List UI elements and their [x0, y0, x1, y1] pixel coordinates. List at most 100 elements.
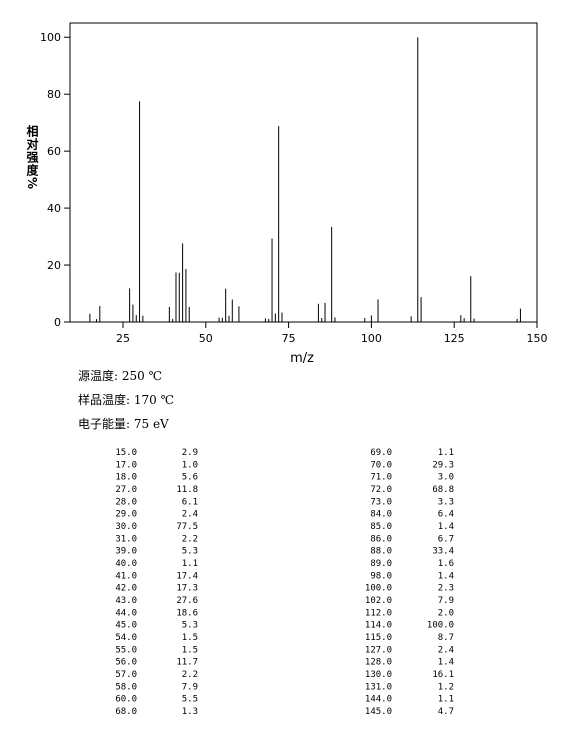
intensity-cell: 5.6	[182, 473, 198, 483]
x-tick-label: 25	[116, 332, 130, 345]
mz-cell: 39.0	[115, 547, 137, 557]
mz-cell: 127.0	[365, 645, 392, 655]
mz-cell: 84.0	[370, 510, 392, 520]
mz-cell: 43.0	[115, 596, 137, 606]
y-tick-label: 80	[47, 88, 61, 101]
mz-cell: 115.0	[365, 633, 392, 643]
mz-cell: 89.0	[370, 559, 392, 569]
mz-cell: 41.0	[115, 571, 137, 581]
intensity-cell: 5.5	[182, 695, 198, 705]
y-tick-label: 60	[47, 145, 61, 158]
mz-cell: 128.0	[365, 658, 392, 668]
intensity-cell: 5.3	[182, 621, 198, 631]
mz-cell: 17.0	[115, 460, 137, 470]
intensity-cell: 17.3	[176, 584, 198, 594]
mz-cell: 71.0	[370, 473, 392, 483]
condition: 样品温度: 170 ℃	[78, 392, 174, 407]
mz-cell: 85.0	[370, 522, 392, 532]
condition: 源温度: 250 ℃	[78, 368, 162, 383]
y-tick-label: 40	[47, 202, 61, 215]
intensity-cell: 2.0	[438, 608, 454, 618]
mz-cell: 60.0	[115, 695, 137, 705]
mz-cell: 70.0	[370, 460, 392, 470]
mz-cell: 54.0	[115, 633, 137, 643]
mz-cell: 57.0	[115, 670, 137, 680]
intensity-cell: 33.4	[432, 547, 454, 557]
x-tick-label: 50	[199, 332, 213, 345]
intensity-cell: 1.1	[182, 559, 198, 569]
x-tick-label: 150	[527, 332, 548, 345]
intensity-cell: 29.3	[432, 460, 454, 470]
mz-cell: 145.0	[365, 707, 392, 717]
intensity-cell: 7.9	[182, 682, 198, 692]
mz-cell: 15.0	[115, 448, 137, 458]
intensity-cell: 1.4	[438, 571, 454, 581]
intensity-cell: 2.2	[182, 670, 198, 680]
intensity-cell: 3.3	[438, 497, 454, 507]
intensity-cell: 18.6	[176, 608, 198, 618]
intensity-cell: 2.4	[182, 510, 198, 520]
y-tick-label: 100	[40, 31, 61, 44]
intensity-cell: 27.6	[176, 596, 198, 606]
intensity-cell: 2.3	[438, 584, 454, 594]
intensity-cell: 6.7	[438, 534, 454, 544]
mz-cell: 72.0	[370, 485, 392, 495]
intensity-cell: 11.8	[176, 485, 198, 495]
mz-cell: 29.0	[115, 510, 137, 520]
mz-cell: 55.0	[115, 645, 137, 655]
intensity-cell: 1.5	[182, 645, 198, 655]
mz-cell: 31.0	[115, 534, 137, 544]
intensity-cell: 68.8	[432, 485, 454, 495]
mz-cell: 69.0	[370, 448, 392, 458]
mz-cell: 28.0	[115, 497, 137, 507]
intensity-cell: 1.4	[438, 522, 454, 532]
mz-cell: 114.0	[365, 621, 392, 631]
x-tick-label: 75	[282, 332, 296, 345]
intensity-cell: 1.5	[182, 633, 198, 643]
mz-cell: 42.0	[115, 584, 137, 594]
intensity-cell: 1.4	[438, 658, 454, 668]
condition: 电子能量: 75 eV	[78, 417, 169, 431]
intensity-cell: 5.3	[182, 547, 198, 557]
mz-cell: 131.0	[365, 682, 392, 692]
x-axis-label: m/z	[290, 351, 314, 366]
intensity-cell: 6.1	[182, 497, 198, 507]
x-tick-label: 125	[444, 332, 465, 345]
intensity-cell: 17.4	[176, 571, 198, 581]
mz-cell: 86.0	[370, 534, 392, 544]
mz-cell: 44.0	[115, 608, 137, 618]
x-tick-label: 100	[361, 332, 382, 345]
intensity-cell: 3.0	[438, 473, 454, 483]
mz-cell: 130.0	[365, 670, 392, 680]
intensity-cell: 8.7	[438, 633, 454, 643]
mz-cell: 102.0	[365, 596, 392, 606]
intensity-cell: 2.9	[182, 448, 198, 458]
intensity-cell: 7.9	[438, 596, 454, 606]
plot-frame	[69, 22, 538, 323]
intensity-cell: 1.1	[438, 448, 454, 458]
mz-cell: 56.0	[115, 658, 137, 668]
mz-cell: 73.0	[370, 497, 392, 507]
mz-cell: 98.0	[370, 571, 392, 581]
intensity-cell: 2.4	[438, 645, 454, 655]
intensity-cell: 1.6	[438, 559, 454, 569]
mz-cell: 30.0	[115, 522, 137, 532]
mz-cell: 112.0	[365, 608, 392, 618]
mz-cell: 100.0	[365, 584, 392, 594]
intensity-cell: 1.1	[438, 695, 454, 705]
mz-cell: 144.0	[365, 695, 392, 705]
intensity-cell: 4.7	[438, 707, 454, 717]
intensity-cell: 6.4	[438, 510, 454, 520]
mz-cell: 18.0	[115, 473, 137, 483]
mz-cell: 58.0	[115, 682, 137, 692]
intensity-cell: 1.2	[438, 682, 454, 692]
intensity-cell: 1.0	[182, 460, 198, 470]
intensity-cell: 100.0	[427, 621, 454, 631]
intensity-cell: 1.3	[182, 707, 198, 717]
intensity-cell: 11.7	[176, 658, 198, 668]
y-axis-label: 相对强度%	[25, 124, 39, 190]
mz-cell: 68.0	[115, 707, 137, 717]
mz-cell: 40.0	[115, 559, 137, 569]
